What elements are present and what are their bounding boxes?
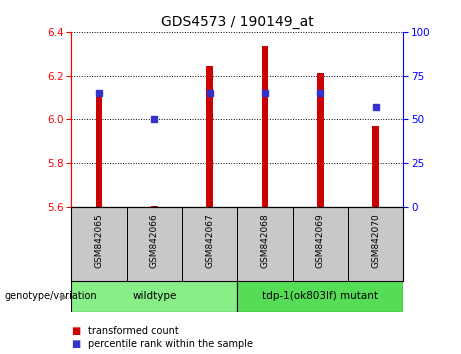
Bar	[317, 74, 324, 207]
Text: GSM842067: GSM842067	[205, 213, 214, 268]
Bar	[151, 206, 158, 207]
Text: tdp-1(ok803lf) mutant: tdp-1(ok803lf) mutant	[262, 291, 378, 302]
Bar	[293, 207, 348, 281]
Text: genotype/variation: genotype/variation	[5, 291, 97, 302]
Bar	[372, 126, 379, 207]
Bar	[182, 207, 237, 281]
Text: transformed count: transformed count	[88, 326, 178, 336]
Bar	[127, 207, 182, 281]
Text: GSM842068: GSM842068	[260, 213, 270, 268]
Bar	[96, 91, 102, 207]
Bar	[237, 281, 403, 312]
Text: ▶: ▶	[60, 291, 67, 302]
Bar	[207, 66, 213, 207]
Bar	[71, 281, 237, 312]
Text: wildtype: wildtype	[132, 291, 177, 302]
Text: GSM842065: GSM842065	[95, 213, 104, 268]
Bar	[237, 207, 293, 281]
Text: ■: ■	[71, 339, 81, 349]
Bar	[262, 46, 268, 207]
Bar	[348, 207, 403, 281]
Text: ■: ■	[71, 326, 81, 336]
Text: GSM842069: GSM842069	[316, 213, 325, 268]
Text: percentile rank within the sample: percentile rank within the sample	[88, 339, 253, 349]
Title: GDS4573 / 190149_at: GDS4573 / 190149_at	[161, 16, 314, 29]
Text: GSM842070: GSM842070	[371, 213, 380, 268]
Text: GSM842066: GSM842066	[150, 213, 159, 268]
Bar	[71, 207, 127, 281]
